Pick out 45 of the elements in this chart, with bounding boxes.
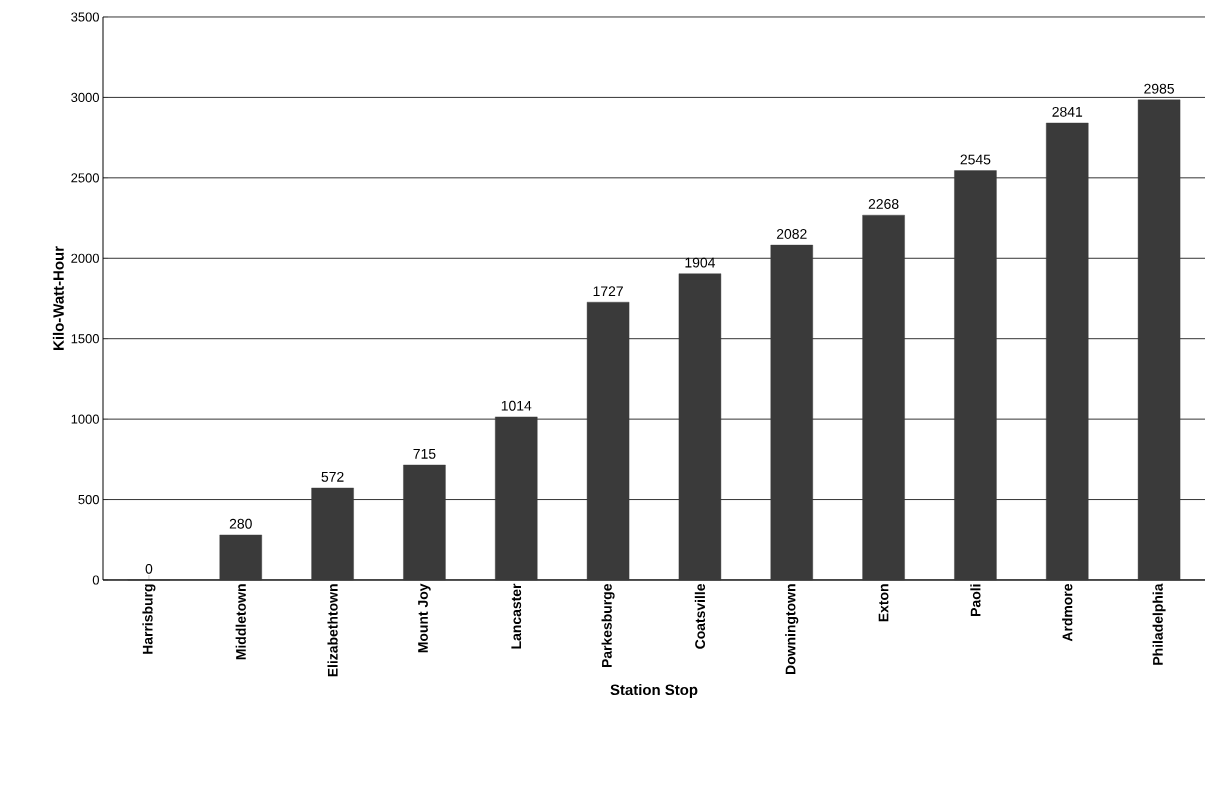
x-tick-label: Philadelphia [1152,583,1166,665]
bar [862,214,905,581]
data-label: 1904 [685,257,716,268]
bar [1137,99,1181,581]
bar [678,273,722,581]
y-tick-label: 3000 [71,92,99,102]
y-tick-label: 0 [92,575,99,585]
x-tick-label: Middletown [235,584,246,660]
data-label: 1727 [593,286,623,296]
x-tick-label: Paoli [970,584,981,616]
x-tick-label: Exton [878,584,889,622]
data-label: 2268 [868,199,899,209]
y-tick-label: 1000 [71,414,99,424]
x-tick-label: Mount Joy [418,583,431,653]
y-tick-label: 3500 [71,12,99,22]
y-axis-title: Kilo-Watt-Hour [52,246,64,350]
x-tick-label: Coatsville [694,583,706,649]
bar [954,170,997,581]
y-tick-label: 500 [78,494,99,505]
data-label: 0 [145,563,153,574]
x-tick-label: Parkesburge [601,583,615,668]
y-tick-label: 1500 [71,334,99,344]
x-tick-label: Harrisburg [142,584,156,654]
bar [495,416,538,581]
x-axis-title: Station Stop [610,684,698,699]
x-tick-label: Lancaster [511,583,522,649]
data-label: 2841 [1052,106,1083,117]
data-label: 280 [229,518,252,529]
bar [586,301,630,581]
data-label: 2545 [960,154,991,165]
bar [219,534,262,581]
x-tick-label: Elizabethtown [327,584,338,677]
bar [770,244,813,581]
bar [403,464,446,581]
data-label: 572 [321,471,344,482]
bar [1046,122,1089,581]
data-label: 1014 [501,400,532,411]
y-tick-label: 2500 [71,173,99,183]
x-tick-label: Downingtown [785,584,799,674]
data-label: 2082 [776,229,807,239]
data-label: 715 [413,449,436,459]
y-tick-label: 2000 [71,253,99,263]
data-label: 2985 [1144,83,1175,94]
x-tick-label: Ardmore [1062,583,1073,642]
bar [311,487,354,581]
